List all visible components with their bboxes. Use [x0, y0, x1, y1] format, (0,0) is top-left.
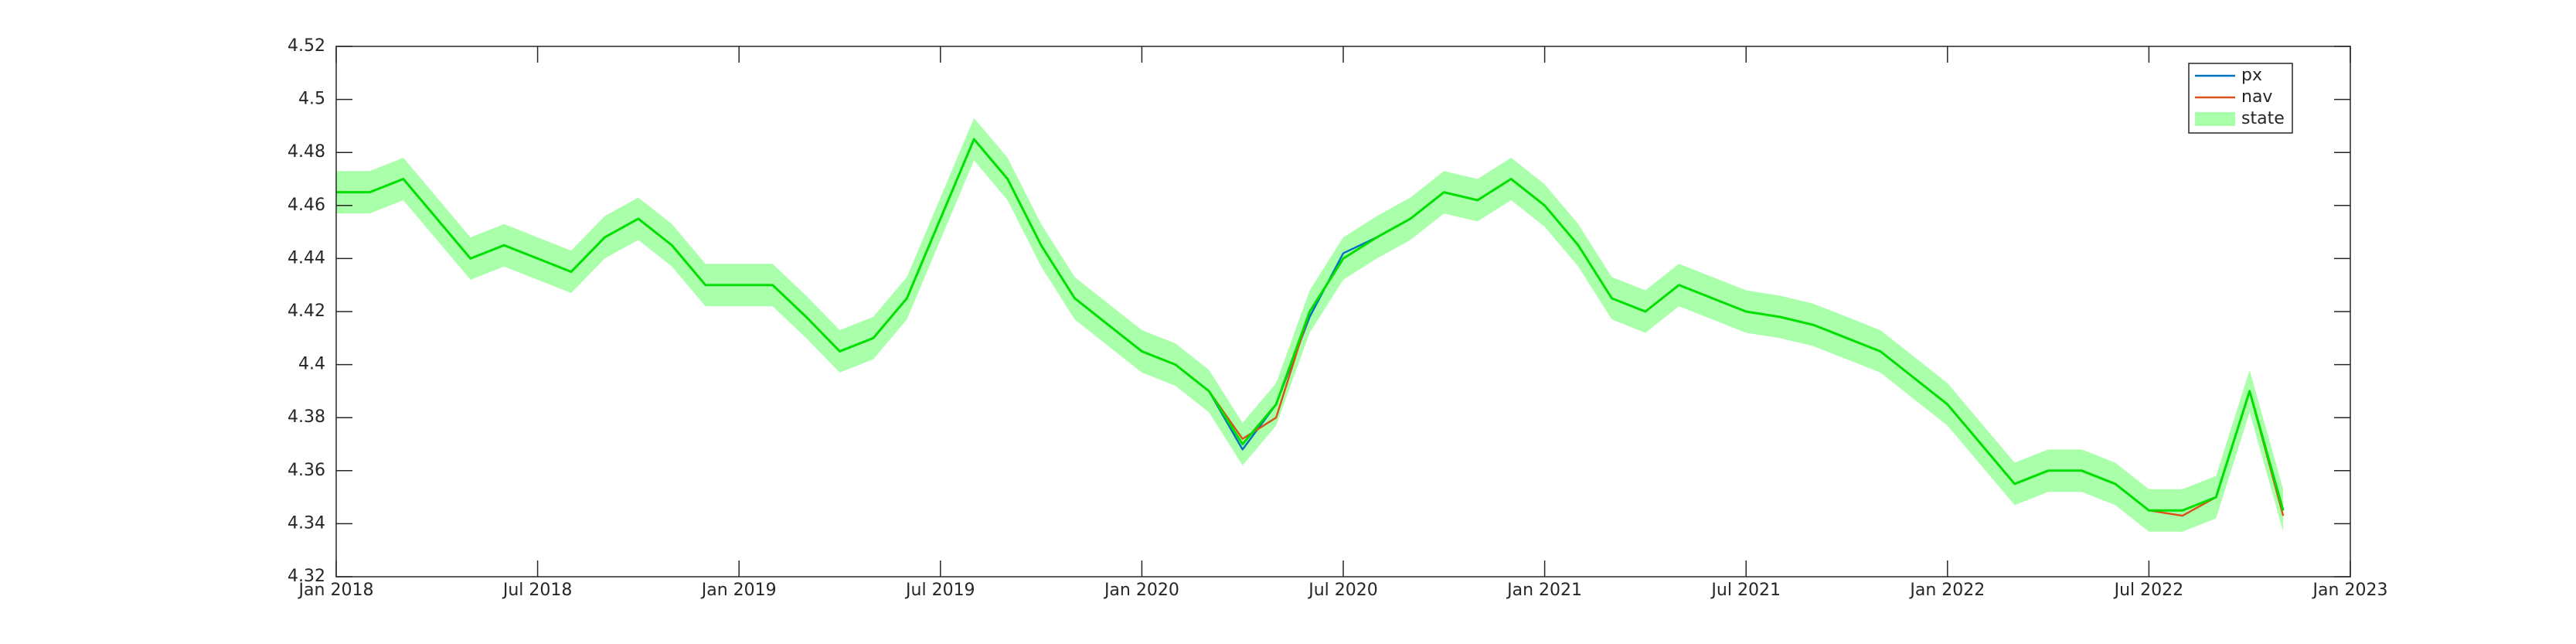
legend-label: state [2241, 109, 2285, 128]
y-tick-label: 4.38 [288, 407, 325, 427]
y-tick-label: 4.52 [288, 36, 325, 56]
y-tick-label: 4.44 [288, 248, 325, 267]
y-tick-label: 4.32 [288, 567, 325, 586]
y-tick-label: 4.46 [288, 196, 325, 215]
x-tick-label: Jan 2020 [1103, 581, 1179, 600]
y-tick-label: 4.42 [288, 302, 325, 321]
y-tick-label: 4.36 [288, 461, 325, 480]
x-tick-label: Jul 2022 [2113, 581, 2184, 600]
y-tick-label: 4.5 [298, 90, 325, 109]
x-tick-label: Jul 2020 [1307, 581, 1378, 600]
series-line [336, 138, 2285, 512]
plot-area [336, 46, 2350, 577]
x-tick-label: Jul 2019 [904, 581, 975, 600]
x-tick-label: Jan 2021 [1506, 581, 1582, 600]
y-tick-label: 4.48 [288, 142, 325, 162]
state-band [336, 118, 2284, 532]
x-tick-label: Jan 2022 [1908, 581, 1985, 600]
legend-label: px [2241, 66, 2262, 85]
y-tick-label: 4.4 [298, 355, 325, 374]
x-tick-label: Jul 2018 [502, 581, 573, 600]
x-tick-label: Jan 2018 [298, 581, 374, 600]
legend-label: nav [2241, 87, 2272, 107]
y-tick-label: 4.34 [288, 513, 325, 533]
x-tick-label: Jan 2023 [2312, 581, 2388, 600]
x-tick-label: Jul 2021 [1710, 581, 1781, 600]
x-tick-label: Jan 2019 [700, 581, 777, 600]
legend-swatch [2195, 112, 2235, 126]
